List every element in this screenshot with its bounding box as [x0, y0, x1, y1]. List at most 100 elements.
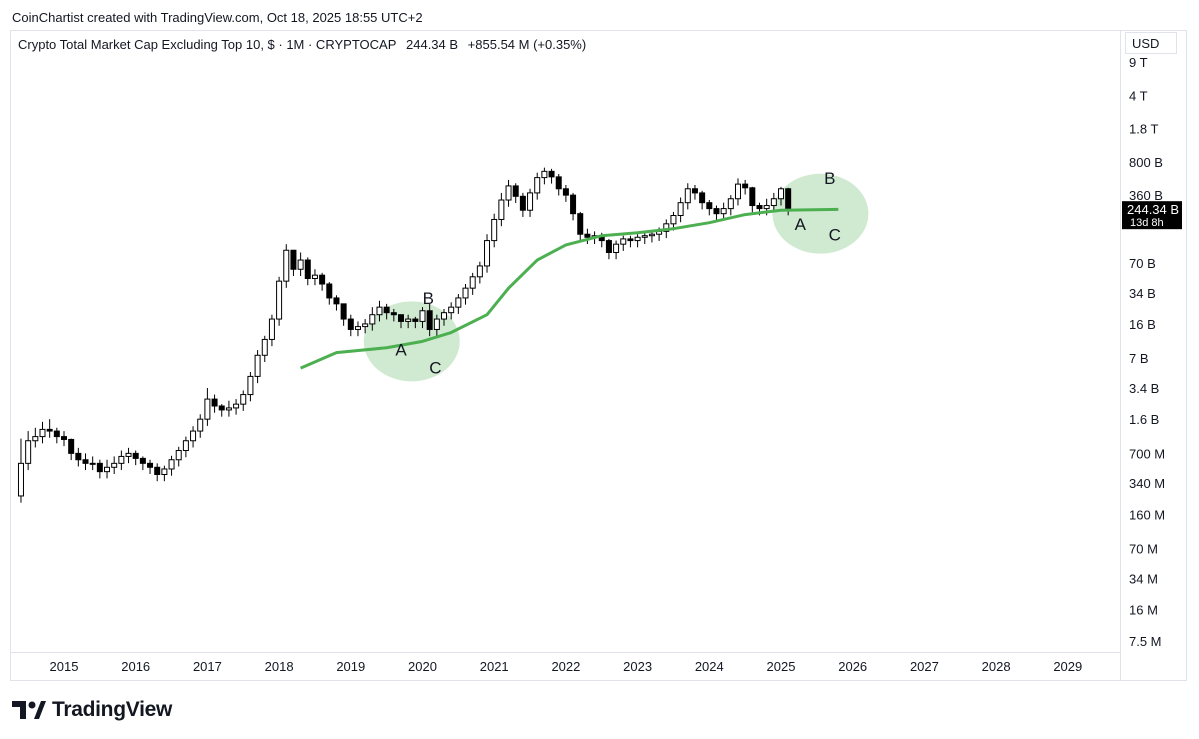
tradingview-brand[interactable]: TradingView — [12, 698, 172, 722]
candle-body — [53, 430, 60, 438]
candle-body — [82, 459, 89, 464]
candle-body — [627, 238, 634, 242]
candle-body — [527, 192, 534, 211]
price-tick-label: 700 M — [1129, 446, 1165, 461]
price-tick-label: 9 T — [1129, 55, 1148, 70]
candle-body — [297, 259, 304, 270]
candle-body — [211, 398, 218, 407]
price-change: +855.54 M (+0.35%) — [467, 37, 587, 52]
candle-body — [441, 312, 448, 320]
candle-body — [175, 450, 182, 461]
candle-body — [276, 280, 283, 320]
tradingview-logo-icon — [12, 701, 46, 719]
candle-body — [290, 249, 297, 270]
price-tick-label: 7 B — [1129, 351, 1149, 366]
candle-body — [104, 466, 111, 473]
time-tick-label: 2019 — [336, 659, 365, 674]
candle-body — [61, 436, 67, 440]
time-tick-label: 2029 — [1053, 659, 1082, 674]
candle-body — [756, 205, 763, 210]
candle-body — [383, 306, 390, 314]
time-tick-label: 2022 — [551, 659, 580, 674]
price-tick-label: 4 T — [1129, 89, 1148, 104]
wave-label-A: A — [795, 215, 807, 234]
candle-body — [197, 418, 204, 432]
candle-body — [613, 243, 620, 253]
candle-body — [634, 236, 641, 242]
time-tick-label: 2027 — [910, 659, 939, 674]
candle-body — [218, 405, 225, 411]
price-axis-divider — [1120, 30, 1121, 680]
candle-body — [311, 274, 318, 279]
candle-body — [75, 452, 82, 461]
candle-body — [742, 183, 749, 189]
candle-body — [405, 318, 412, 322]
candle-body — [139, 457, 146, 464]
candle-body — [663, 223, 670, 232]
price-tick-label: 160 M — [1129, 507, 1165, 522]
time-axis-divider — [10, 652, 1120, 653]
time-tick-label: 2016 — [121, 659, 150, 674]
candle-body — [125, 452, 132, 457]
candle-body — [562, 188, 569, 196]
candle-body — [254, 354, 261, 377]
candle-body — [390, 312, 397, 316]
candle-body — [225, 407, 232, 411]
time-tick-label: 2026 — [838, 659, 867, 674]
symbol-legend[interactable]: Crypto Total Market Cap Excluding Top 10… — [18, 37, 592, 52]
candle-body — [111, 462, 118, 468]
highlight-zone-2 — [772, 173, 869, 254]
candle-body — [570, 194, 577, 215]
wave-label-B: B — [824, 169, 835, 188]
candle-body — [247, 375, 254, 396]
candle-body — [448, 306, 455, 314]
candle-body — [304, 259, 311, 279]
candle-body — [641, 235, 648, 238]
candle-body — [261, 338, 268, 356]
candle-body — [132, 452, 139, 459]
chart-frame — [10, 30, 1187, 681]
candle-body — [713, 208, 720, 215]
wave-label-B: B — [423, 289, 434, 308]
candle-body — [541, 170, 548, 179]
candle-body — [32, 436, 39, 442]
price-tick-label: 360 B — [1129, 188, 1163, 203]
candle-body — [484, 240, 491, 267]
candle-body — [577, 213, 584, 235]
candle-body — [25, 440, 32, 464]
time-tick-label: 2021 — [480, 659, 509, 674]
candle-body — [190, 430, 197, 442]
candle-body — [17, 462, 24, 497]
candle-body — [648, 233, 655, 237]
candle-body — [426, 310, 433, 330]
candle-body — [455, 297, 462, 308]
candle-body — [96, 462, 103, 473]
candle-body — [519, 195, 526, 211]
candle-body — [419, 310, 426, 322]
candle-body — [397, 314, 404, 322]
candle-body — [727, 198, 734, 210]
wave-label-A: A — [395, 340, 407, 359]
candle-body — [605, 240, 612, 253]
candle-body — [369, 314, 376, 325]
candle-body — [154, 466, 161, 475]
candle-body — [240, 394, 247, 405]
price-tick-label: 34 B — [1129, 286, 1156, 301]
candle-body — [362, 323, 369, 328]
price-tick-label: 800 B — [1129, 155, 1163, 170]
candle-body — [476, 265, 483, 278]
candle-body — [462, 287, 469, 299]
currency-button[interactable]: USD — [1125, 32, 1177, 54]
candle-body — [412, 318, 419, 322]
candle-body — [584, 233, 591, 238]
candle-body — [433, 318, 440, 330]
last-price: 244.34 B — [406, 37, 459, 52]
candle-body — [555, 176, 562, 190]
candle-body — [46, 428, 53, 432]
candle-body — [469, 276, 476, 289]
candle-body — [182, 440, 189, 452]
candle-body — [691, 188, 698, 194]
candle-body — [326, 283, 333, 299]
candle-body — [347, 318, 354, 330]
